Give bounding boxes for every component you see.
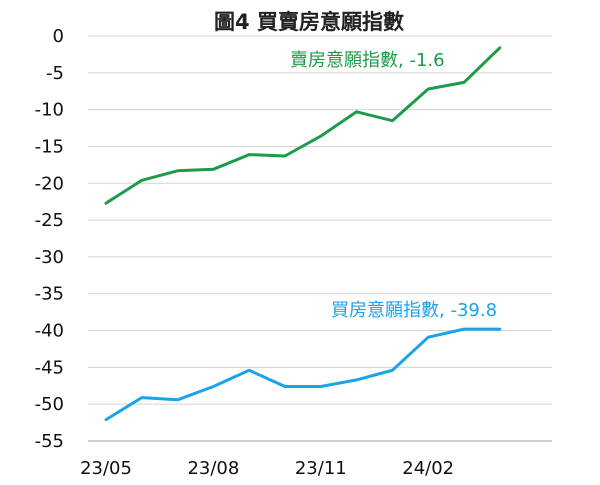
gridlines bbox=[88, 35, 552, 442]
y-tick-label: -5 bbox=[46, 63, 64, 84]
series-label-buy: 買房意願指數, -39.8 bbox=[331, 300, 497, 321]
y-tick-label: -35 bbox=[35, 284, 64, 305]
y-tick-label: -25 bbox=[35, 210, 64, 231]
x-tick-label: 23/08 bbox=[187, 458, 239, 479]
x-tick-label: 23/11 bbox=[295, 458, 347, 479]
series-line-buy bbox=[104, 327, 502, 422]
y-tick-label: -50 bbox=[35, 394, 64, 415]
chart-title: 圖4 買賣房意願指數 bbox=[214, 10, 404, 34]
series-label-sell: 賣房意願指數, -1.6 bbox=[290, 50, 445, 71]
x-tick-label: 23/05 bbox=[80, 458, 132, 479]
series-line-sell bbox=[104, 46, 502, 205]
series-lines bbox=[104, 46, 502, 422]
y-tick-label: -15 bbox=[35, 136, 64, 157]
y-tick-label: -40 bbox=[35, 321, 64, 342]
y-tick-label: 0 bbox=[53, 26, 64, 47]
y-tick-label: -45 bbox=[35, 357, 64, 378]
y-axis-ticks: 0 -5 -10 -15 -20 -25 -30 -35 -40 -45 -50 -55 bbox=[35, 26, 64, 452]
y-tick-label: -30 bbox=[35, 247, 64, 268]
y-tick-label: -20 bbox=[35, 173, 64, 194]
x-tick-label: 24/02 bbox=[402, 458, 454, 479]
y-tick-label: -10 bbox=[35, 100, 64, 121]
x-axis-ticks: 23/05 23/08 23/11 24/02 bbox=[80, 458, 454, 479]
y-tick-label: -55 bbox=[35, 431, 64, 452]
